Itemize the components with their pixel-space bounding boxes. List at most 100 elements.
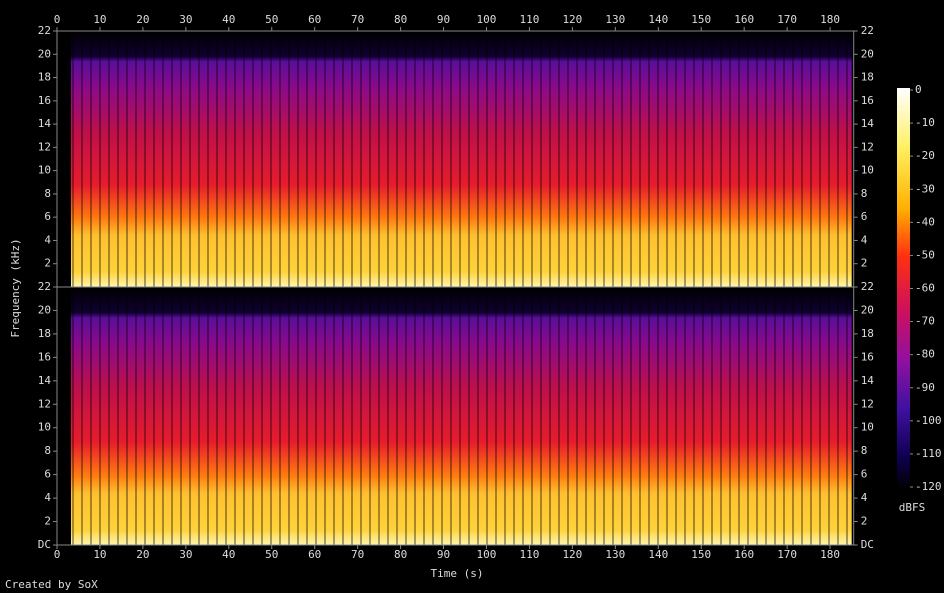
- x-tick-label: 10: [93, 13, 106, 26]
- x-tick-label: 40: [222, 13, 235, 26]
- x-tick-label: 130: [605, 548, 625, 561]
- x-axis-label: Time (s): [431, 567, 484, 580]
- x-tick-label: 70: [351, 13, 364, 26]
- x-tick-label: 120: [562, 548, 582, 561]
- x-tick-label: 170: [777, 548, 797, 561]
- x-tick-label: 90: [437, 548, 450, 561]
- x-tick-label: 60: [308, 548, 321, 561]
- y-tick-label: 8: [44, 444, 51, 457]
- y-tick-label: 16: [861, 94, 874, 107]
- y-tick-label: 2: [44, 257, 51, 270]
- y-tick-label: 12: [38, 140, 51, 153]
- colorbar-tick-label: -60: [915, 282, 935, 295]
- colorbar-tick-label: 0: [915, 83, 922, 96]
- x-tick-label: 50: [265, 13, 278, 26]
- y-tick-label: DC: [861, 538, 874, 551]
- y-tick-label: 6: [861, 468, 868, 481]
- x-tick-label: 50: [265, 548, 278, 561]
- y-tick-label: 14: [38, 117, 52, 130]
- x-tick-label: 100: [477, 548, 497, 561]
- x-tick-label: 90: [437, 13, 450, 26]
- y-tick-label: 16: [861, 350, 874, 363]
- x-tick-label: 150: [691, 13, 711, 26]
- y-tick-label: 8: [44, 187, 51, 200]
- colorbar-tick-label: -50: [915, 248, 935, 261]
- x-tick-label: 170: [777, 13, 797, 26]
- y-tick-label: 20: [38, 47, 51, 60]
- colorbar-tick-label: -30: [915, 182, 935, 195]
- y-tick-label: 10: [38, 164, 51, 177]
- x-tick-label: 110: [519, 548, 539, 561]
- y-tick-label: 4: [861, 491, 868, 504]
- y-tick-label: 10: [861, 421, 874, 434]
- x-tick-label: 0: [54, 13, 61, 26]
- y-tick-label: 10: [861, 164, 874, 177]
- y-tick-label: 4: [44, 233, 51, 246]
- x-tick-label: 10: [93, 548, 106, 561]
- x-tick-label: 70: [351, 548, 364, 561]
- x-tick-label: 30: [179, 13, 192, 26]
- x-tick-label: 30: [179, 548, 192, 561]
- x-tick-label: 120: [562, 13, 582, 26]
- y-tick-label: 14: [861, 374, 875, 387]
- x-tick-label: 180: [820, 13, 840, 26]
- x-tick-label: 180: [820, 548, 840, 561]
- x-tick-label: 100: [477, 13, 497, 26]
- y-tick-label: 8: [861, 444, 868, 457]
- x-tick-label: 160: [734, 13, 754, 26]
- x-tick-label: 140: [648, 13, 668, 26]
- y-tick-label: 2: [861, 515, 868, 528]
- y-tick-label: 12: [861, 140, 874, 153]
- y-tick-label: 6: [44, 210, 51, 223]
- y-tick-label: 20: [861, 47, 874, 60]
- y-tick-label: 22: [861, 280, 874, 293]
- x-tick-label: 110: [519, 13, 539, 26]
- x-tick-label: 150: [691, 548, 711, 561]
- colorbar-tick-label: -80: [915, 348, 935, 361]
- x-tick-label: 130: [605, 13, 625, 26]
- colorbar: [897, 88, 910, 489]
- y-axis-label: Frequency (kHz): [9, 238, 22, 337]
- y-tick-label: 18: [861, 327, 874, 340]
- y-tick-label: 6: [44, 468, 51, 481]
- footer: Created by SoX: [5, 578, 98, 591]
- x-tick-label: 80: [394, 13, 407, 26]
- colorbar-tick-label: -20: [915, 149, 935, 162]
- y-tick-label: 6: [861, 210, 868, 223]
- y-tick-label: 12: [38, 397, 51, 410]
- y-tick-label: 22: [38, 24, 51, 37]
- y-tick-label: 2: [861, 257, 868, 270]
- colorbar-tick-label: -10: [915, 116, 935, 129]
- colorbar-tick-label: -100: [915, 414, 942, 427]
- x-tick-label: 160: [734, 548, 754, 561]
- y-tick-label: 22: [861, 24, 874, 37]
- y-tick-label: 18: [38, 327, 51, 340]
- y-tick-label: 22: [38, 280, 51, 293]
- colorbar-tick-label: -90: [915, 381, 935, 394]
- y-tick-label: 18: [38, 71, 51, 84]
- colorbar-tick-label: -110: [915, 447, 942, 460]
- y-tick-label: 18: [861, 71, 874, 84]
- x-tick-label: 40: [222, 548, 235, 561]
- colorbar-tick-label: -40: [915, 215, 935, 228]
- x-tick-label: 80: [394, 548, 407, 561]
- y-tick-label: 16: [38, 350, 51, 363]
- x-tick-label: 20: [136, 548, 149, 561]
- x-tick-label: 140: [648, 548, 668, 561]
- x-tick-label: 20: [136, 13, 149, 26]
- spectrogram-texture: [71, 287, 852, 545]
- y-tick-label: 10: [38, 421, 51, 434]
- plot-frame: [56, 286, 855, 546]
- spectrogram-texture: [71, 31, 852, 287]
- y-tick-label: DC: [38, 538, 51, 551]
- y-tick-label: 20: [38, 303, 51, 316]
- y-tick-label: 14: [861, 117, 875, 130]
- colorbar-label: dBFS: [899, 501, 926, 514]
- y-tick-label: 4: [44, 491, 51, 504]
- x-tick-label: 60: [308, 13, 321, 26]
- x-tick-label: 0: [54, 548, 61, 561]
- y-tick-label: 20: [861, 303, 874, 316]
- y-tick-label: 12: [861, 397, 874, 410]
- colorbar-tick-label: -70: [915, 315, 935, 328]
